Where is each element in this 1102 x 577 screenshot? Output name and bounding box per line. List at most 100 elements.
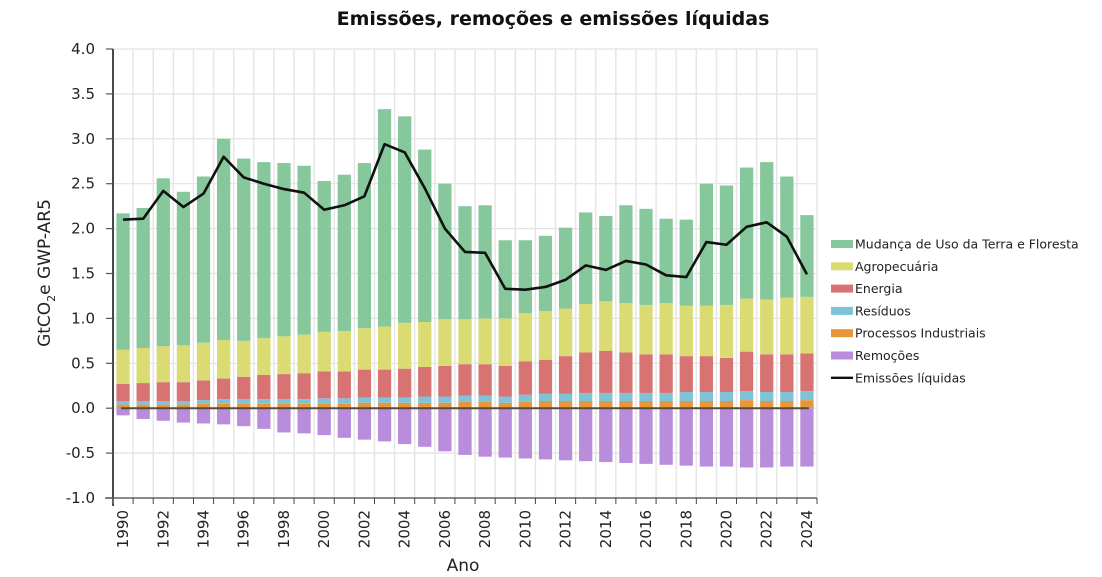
legend-label: Energia — [855, 281, 903, 296]
x-tick-label: 2006 — [436, 510, 454, 548]
bar-processos-industriais — [418, 402, 432, 409]
bar-processos-industriais — [760, 401, 774, 409]
bar-agropecu-ria — [398, 322, 412, 369]
bar-agropecu-ria — [659, 303, 673, 355]
bar-agropecu-ria — [216, 339, 231, 379]
bar-res-duos — [498, 396, 512, 403]
bar-res-duos — [538, 393, 553, 402]
bar-mudan-a-de-uso-da-terra-e-floresta — [538, 235, 553, 312]
y-tick-label: 3.5 — [71, 85, 95, 103]
bar-res-duos — [518, 394, 532, 402]
bar-remo-es — [156, 408, 170, 421]
bar-remo-es — [719, 408, 734, 467]
bar-remo-es — [699, 408, 714, 467]
bar-remo-es — [418, 408, 432, 447]
bar-remo-es — [398, 408, 412, 445]
x-axis-label: Ano — [447, 556, 480, 576]
bar-agropecu-ria — [317, 331, 331, 372]
bar-remo-es — [679, 408, 693, 466]
bar-energia — [377, 369, 392, 398]
bar-remo-es — [196, 408, 211, 424]
bar-res-duos — [216, 399, 231, 404]
bar-energia — [257, 374, 271, 400]
bar-mudan-a-de-uso-da-terra-e-floresta — [639, 208, 653, 305]
bar-processos-industriais — [579, 401, 593, 409]
bar-energia — [538, 359, 553, 394]
y-tick-label: 2.5 — [71, 175, 95, 193]
bar-processos-industriais — [518, 401, 532, 409]
bar-mudan-a-de-uso-da-terra-e-floresta — [760, 162, 774, 300]
bar-mudan-a-de-uso-da-terra-e-floresta — [156, 178, 170, 347]
line-emissoes-liquidas — [122, 142, 809, 291]
bar-processos-industriais — [116, 404, 130, 409]
bar-res-duos — [136, 401, 150, 405]
bar-energia — [760, 354, 774, 393]
y-tick-label: -0.5 — [66, 444, 95, 462]
bar-remo-es — [337, 408, 351, 438]
bar-energia — [800, 353, 814, 392]
bar-energia — [558, 356, 573, 394]
bar-res-duos — [377, 397, 392, 403]
y-axis-label: GtCO2e GWP-AR5 — [35, 199, 58, 347]
bar-res-duos — [619, 392, 633, 402]
bar-remo-es — [297, 408, 311, 434]
bar-energia — [679, 356, 693, 393]
bar-res-duos — [398, 397, 412, 403]
bar-processos-industriais — [317, 403, 331, 409]
bar-processos-industriais — [297, 403, 311, 409]
bar-remo-es — [377, 408, 392, 442]
bar-res-duos — [257, 399, 271, 404]
bar-energia — [176, 382, 191, 402]
bar-agropecu-ria — [679, 305, 693, 357]
bar-processos-industriais — [800, 400, 814, 409]
bar-processos-industriais — [498, 402, 512, 409]
bar-agropecu-ria — [418, 321, 432, 367]
bar-remo-es — [800, 408, 814, 467]
bar-res-duos — [599, 392, 613, 402]
bar-remo-es — [136, 408, 150, 419]
bar-processos-industriais — [639, 401, 653, 409]
bar-processos-industriais — [277, 403, 291, 409]
bar-mudan-a-de-uso-da-terra-e-floresta — [558, 227, 573, 309]
x-tick-label: 2024 — [798, 510, 816, 548]
y-tick-label: -1.0 — [66, 489, 95, 507]
bar-remo-es — [558, 408, 573, 461]
bar-agropecu-ria — [639, 304, 653, 355]
bar-energia — [116, 383, 130, 402]
bar-mudan-a-de-uso-da-terra-e-floresta — [297, 165, 311, 335]
bar-remo-es — [478, 408, 492, 457]
bar-res-duos — [558, 393, 573, 402]
net-emissions-line — [122, 142, 809, 291]
bar-agropecu-ria — [438, 319, 452, 366]
bar-res-duos — [116, 401, 130, 405]
bar-processos-industriais — [357, 402, 372, 409]
bar-res-duos — [800, 391, 814, 401]
x-tick-label: 2022 — [758, 510, 776, 548]
bar-processos-industriais — [538, 401, 553, 409]
bar-mudan-a-de-uso-da-terra-e-floresta — [398, 116, 412, 323]
legend-label: Resíduos — [855, 303, 911, 318]
bar-mudan-a-de-uso-da-terra-e-floresta — [196, 176, 211, 343]
bar-res-duos — [579, 392, 593, 402]
bar-processos-industriais — [699, 401, 714, 409]
bar-energia — [418, 366, 432, 397]
bar-processos-industriais — [257, 403, 271, 409]
bar-agropecu-ria — [760, 299, 774, 355]
legend-swatch — [831, 329, 853, 338]
x-tick-label: 2004 — [396, 510, 414, 548]
bar-energia — [579, 352, 593, 393]
bar-agropecu-ria — [377, 326, 392, 370]
x-tick-label: 1992 — [154, 510, 172, 548]
bar-energia — [458, 364, 472, 396]
y-axis-label-part: e GWP-AR5 — [35, 199, 55, 295]
bar-mudan-a-de-uso-da-terra-e-floresta — [739, 167, 754, 299]
bar-agropecu-ria — [237, 340, 251, 377]
bar-energia — [599, 350, 613, 393]
bar-processos-industriais — [619, 401, 633, 409]
bar-energia — [357, 369, 372, 398]
bar-res-duos — [176, 401, 191, 405]
bar-processos-industriais — [679, 401, 693, 409]
bar-agropecu-ria — [558, 308, 573, 357]
x-tick-label: 1998 — [275, 510, 293, 548]
